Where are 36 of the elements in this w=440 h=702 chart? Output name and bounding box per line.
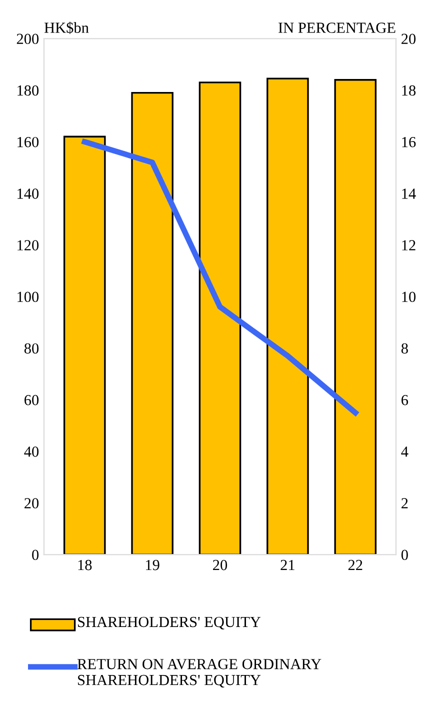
y2-tick-label: 4 <box>401 446 408 457</box>
y-tick-label: 140 <box>18 188 39 199</box>
y2-tick-label: 0 <box>401 550 408 560</box>
x-tick-label: 19 <box>146 560 160 570</box>
y-tick-label: 100 <box>18 292 39 302</box>
x-tick-label: 20 <box>213 560 228 570</box>
legend-label: SHAREHOLDERS' EQUITY <box>78 616 261 630</box>
legend-label: RETURN ON AVERAGE ORDINARY SHAREHOLDERS' EQUITY <box>77 658 322 688</box>
y-tick-label: 60 <box>24 394 39 406</box>
bar <box>63 136 106 555</box>
y-tick-label: 20 <box>24 498 39 508</box>
y2-tick-label: 10 <box>402 292 416 302</box>
y-axis-title: HK$bn <box>44 22 89 34</box>
y2-tick-label: 14 <box>402 188 416 199</box>
x-tick-label: 22 <box>348 560 362 570</box>
x-tick-label: 18 <box>78 560 92 570</box>
bar <box>266 78 309 555</box>
y-tick-label: 180 <box>18 85 39 96</box>
y2-tick-label: 6 <box>402 394 408 406</box>
y2-tick-label: 2 <box>402 498 408 508</box>
y2-tick-label: 16 <box>402 136 416 148</box>
y-tick-label: 160 <box>18 136 39 148</box>
y2-tick-label: 12 <box>402 240 416 250</box>
y2-tick-label: 20 <box>402 34 416 44</box>
y2-axis-title: IN PERCENTAGE <box>278 22 396 33</box>
y2-tick-label: 8 <box>401 343 408 354</box>
bar <box>131 92 174 555</box>
y-tick-label: 40 <box>24 446 39 457</box>
y-tick-label: 120 <box>18 240 39 250</box>
y-tick-label: 200 <box>16 34 39 44</box>
bar <box>198 82 242 555</box>
y-tick-label: 80 <box>24 343 39 354</box>
bar <box>334 79 377 555</box>
x-tick-label: 21 <box>280 560 294 570</box>
y2-tick-label: 18 <box>402 85 416 96</box>
y-tick-label: 0 <box>32 550 39 560</box>
